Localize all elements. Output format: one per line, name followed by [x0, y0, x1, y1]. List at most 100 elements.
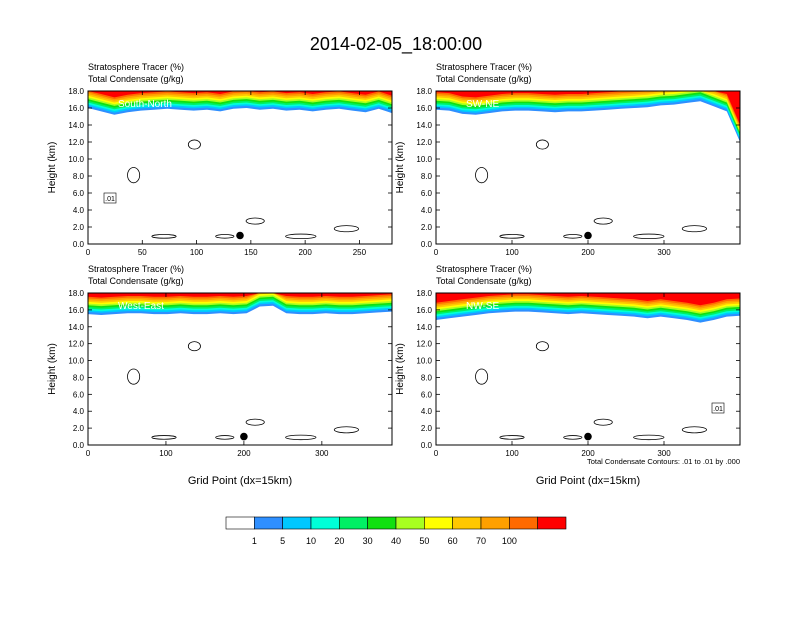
x-tick-label: 200	[581, 248, 595, 257]
y-tick-label: 18.0	[416, 87, 432, 96]
condensate-contour	[127, 368, 141, 385]
condensate-contour	[333, 225, 359, 233]
tracer-band-11	[88, 293, 392, 298]
panel-frame	[87, 292, 393, 446]
location-marker	[240, 432, 248, 441]
y-axis-label: Height (km)	[47, 343, 58, 395]
panels: South-North Stratosphere Tracer (%) Total …	[47, 62, 741, 487]
x-tick-label: 150	[244, 248, 258, 257]
y-tick-label: 10.0	[416, 155, 432, 164]
subtitle-condensate: Total Condensate (g/kg)	[88, 276, 184, 286]
contour-label-box	[711, 402, 725, 414]
y-tick-label: 18.0	[68, 289, 84, 298]
y-tick-label: 0.0	[421, 240, 433, 249]
panel-plot-area	[88, 293, 392, 441]
x-tick-label: 300	[315, 449, 329, 458]
tracer-band-5	[436, 91, 740, 135]
y-tick-label: 10.0	[68, 155, 84, 164]
condensate-contour	[151, 435, 177, 440]
contour-label: .01	[105, 196, 115, 203]
y-tick-label: 12.0	[416, 138, 432, 147]
subtitle-condensate: Total Condensate (g/kg)	[436, 276, 532, 286]
colorbar-label: 60	[448, 536, 458, 546]
condensate-contour	[475, 167, 489, 184]
panel-2: West-East Stratosphere Tracer (%) Total Co…	[47, 264, 393, 487]
colorbar-label: 50	[419, 536, 429, 546]
y-axis-label: Height (km)	[47, 142, 58, 194]
panel-3: NW-SE Stratosphere Tracer (%) Total Conden…	[395, 264, 741, 487]
y-tick-label: 2.0	[73, 424, 85, 433]
x-tick-label: 250	[353, 248, 367, 257]
y-tick-label: 6.0	[421, 189, 433, 198]
y-tick-label: 14.0	[416, 323, 432, 332]
y-tick-label: 14.0	[68, 323, 84, 332]
colorbar-label: 100	[502, 536, 517, 546]
condensate-contour	[633, 233, 665, 240]
y-tick-label: 10.0	[68, 357, 84, 366]
panel-name: NW-SE	[466, 301, 499, 312]
chart-title: 2014-02-05_18:00:00	[310, 34, 482, 55]
tracer-band-11	[88, 91, 392, 98]
y-axis-label: Height (km)	[395, 343, 406, 395]
condensate-contour	[285, 233, 317, 240]
y-tick-label: 18.0	[416, 289, 432, 298]
condensate-contour	[215, 435, 235, 440]
y-tick-label: 8.0	[73, 373, 85, 382]
panel-plot-area	[88, 91, 392, 240]
colorbar-swatch	[424, 516, 453, 530]
condensate-contour	[245, 217, 265, 225]
x-tick-label: 0	[86, 449, 91, 458]
y-tick-label: 2.0	[73, 223, 85, 232]
y-tick-label: 6.0	[73, 189, 85, 198]
y-tick-label: 0.0	[73, 441, 85, 450]
y-tick-label: 2.0	[421, 424, 433, 433]
condensate-contour	[535, 139, 549, 150]
colorbar-label: 1	[252, 536, 257, 546]
condensate-contour	[333, 426, 359, 434]
x-tick-label: 200	[581, 449, 595, 458]
panel-plot-area	[436, 293, 740, 441]
colorbar-label: 40	[391, 536, 401, 546]
colorbar-swatch	[395, 516, 425, 530]
x-tick-label: 100	[505, 248, 519, 257]
condensate-contour	[187, 139, 201, 150]
x-tick-label: 0	[434, 449, 439, 458]
y-tick-label: 16.0	[416, 306, 432, 315]
condensate-contour	[593, 217, 613, 225]
subtitle-tracer: Stratosphere Tracer (%)	[88, 62, 184, 72]
x-tick-label: 200	[298, 248, 312, 257]
condensate-contour	[499, 435, 525, 440]
x-tick-label: 0	[86, 248, 91, 257]
condensate-contour	[593, 418, 613, 426]
y-tick-label: 4.0	[421, 407, 433, 416]
condensate-contour	[633, 434, 665, 441]
condensate-contour	[215, 234, 235, 239]
y-tick-label: 6.0	[73, 390, 85, 399]
y-tick-label: 0.0	[73, 240, 85, 249]
colorbar-label: 20	[334, 536, 344, 546]
colorbar-label: 30	[363, 536, 373, 546]
panel-name: South-North	[118, 99, 172, 110]
condensate-contour	[535, 341, 549, 352]
y-axis-label: Height (km)	[395, 142, 406, 194]
panel-frame	[87, 90, 393, 245]
condensate-contour	[151, 234, 177, 239]
subtitle-tracer: Stratosphere Tracer (%)	[436, 62, 532, 72]
condensate-contour	[285, 434, 317, 441]
condensate-contour	[187, 341, 201, 352]
condensate-contour	[563, 435, 583, 440]
subtitle-condensate: Total Condensate (g/kg)	[436, 74, 532, 84]
y-tick-label: 8.0	[421, 373, 433, 382]
y-tick-label: 14.0	[68, 121, 84, 130]
colorbar-label: 10	[306, 536, 316, 546]
y-tick-label: 4.0	[73, 206, 85, 215]
y-tick-label: 14.0	[416, 121, 432, 130]
tracer-band-11	[436, 91, 740, 125]
colorbar: 1 5 10 20 30 40 50 60 70 100	[225, 516, 567, 546]
colorbar-swatch	[509, 516, 538, 530]
y-tick-label: 4.0	[73, 407, 85, 416]
y-tick-label: 8.0	[73, 172, 85, 181]
colorbar-swatch	[254, 516, 283, 530]
y-tick-label: 16.0	[416, 104, 432, 113]
x-tick-label: 100	[190, 248, 204, 257]
